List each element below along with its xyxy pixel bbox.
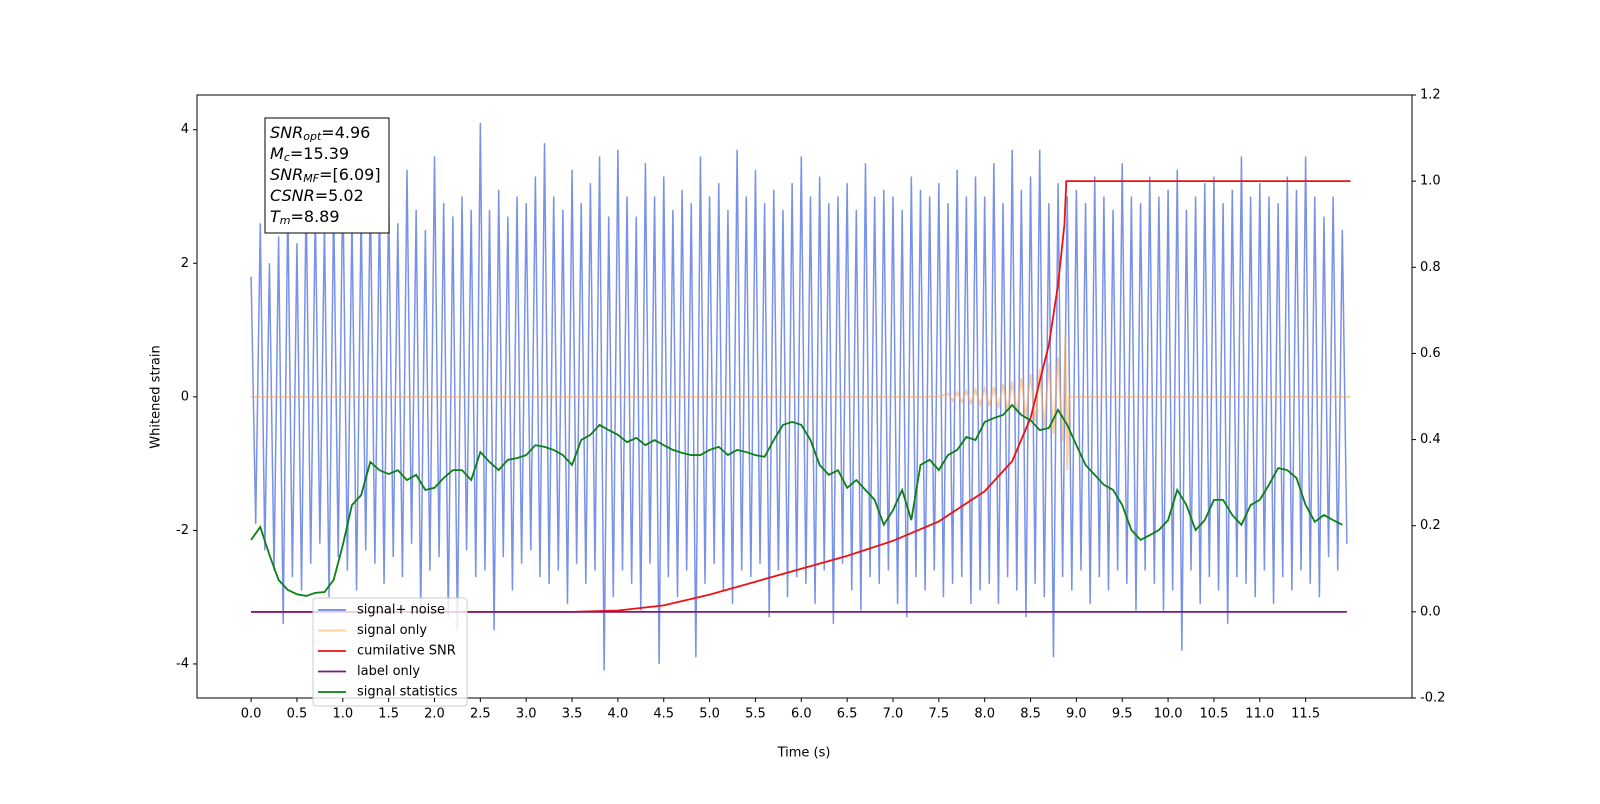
x-tick-label: 0.5 xyxy=(287,707,308,722)
annotation-value: =5.02 xyxy=(315,186,364,205)
x-tick-label: 8.5 xyxy=(1020,707,1041,722)
x-tick-label: 3.0 xyxy=(516,707,537,722)
x-tick-label: 1.0 xyxy=(332,707,353,722)
annotation-subscript: MF xyxy=(303,172,319,185)
x-tick-label: 10.5 xyxy=(1199,707,1228,722)
x-tick-label: 9.5 xyxy=(1112,707,1133,722)
y2-tick-label: 0.4 xyxy=(1420,432,1441,447)
y-tick-label: -2 xyxy=(176,523,189,538)
annotation-symbol: M xyxy=(270,144,284,163)
legend-label: signal only xyxy=(357,623,427,638)
x-tick-label: 10.0 xyxy=(1154,707,1183,722)
x-tick-label: 6.5 xyxy=(837,707,858,722)
annotation-value: =8.89 xyxy=(291,207,340,226)
x-tick-label: 6.0 xyxy=(791,707,812,722)
y2-tick-label: -0.2 xyxy=(1420,691,1445,706)
x-tick-label: 11.5 xyxy=(1291,707,1320,722)
x-tick-label: 4.5 xyxy=(653,707,674,722)
y2-tick-label: 0.0 xyxy=(1420,604,1441,619)
x-tick-label: 1.5 xyxy=(378,707,399,722)
y2-tick-label: 1.0 xyxy=(1420,174,1441,189)
y-tick-label: -4 xyxy=(176,656,189,671)
y2-tick-label: 0.8 xyxy=(1420,260,1441,275)
y-tick-label: 2 xyxy=(181,256,189,271)
annotation-symbol: T xyxy=(270,207,281,226)
x-tick-label: 8.0 xyxy=(974,707,995,722)
annotation-line: SNRMF=[6.09] xyxy=(270,165,381,186)
legend: signal+ noise signal only cumilative SNR la… xyxy=(312,597,468,707)
series-line xyxy=(251,180,1351,613)
annotation-subscript: m xyxy=(280,214,291,227)
annotation-value: =[6.09] xyxy=(319,165,381,184)
x-tick-label: 5.5 xyxy=(745,707,766,722)
x-tick-label: 0.0 xyxy=(241,707,262,722)
x-tick-label: 4.0 xyxy=(608,707,629,722)
annotation-subscript: c xyxy=(284,151,290,164)
annotation-symbol: CSNR xyxy=(270,186,315,205)
y-tick-label: 0 xyxy=(181,389,189,404)
annotation-subscript: opt xyxy=(303,130,322,143)
annotation-box xyxy=(264,117,390,234)
legend-label: signal statistics xyxy=(357,685,458,700)
annotation-line: SNRopt=4.96 xyxy=(270,123,370,144)
x-tick-label: 5.0 xyxy=(699,707,720,722)
annotation-value: =15.39 xyxy=(290,144,349,163)
y-axis-label: Whitened strain xyxy=(149,345,164,448)
legend-label: label only xyxy=(357,664,420,679)
annotation-value: =4.96 xyxy=(321,123,370,142)
series-line xyxy=(250,123,1348,671)
series-line xyxy=(251,336,1351,471)
x-tick-label: 3.5 xyxy=(562,707,583,722)
y2-tick-label: 0.2 xyxy=(1420,518,1441,533)
legend-label: cumilative SNR xyxy=(357,644,456,659)
annotation: SNRopt=4.96Mc=15.39SNRMF=[6.09]CSNR=5.02… xyxy=(264,117,390,234)
x-tick-label: 2.5 xyxy=(470,707,491,722)
annotation-symbol: SNR xyxy=(270,123,303,142)
annotation-line: CSNR=5.02 xyxy=(270,186,364,205)
x-axis-label: Time (s) xyxy=(777,746,831,761)
x-tick-label: 2.0 xyxy=(424,707,445,722)
legend-label: signal+ noise xyxy=(357,603,445,618)
x-tick-label: 11.0 xyxy=(1245,707,1274,722)
y2-tick-label: 0.6 xyxy=(1420,346,1441,361)
x-tick-label: 7.0 xyxy=(883,707,904,722)
y-tick-label: 4 xyxy=(181,122,189,137)
annotation-line: Mc=15.39 xyxy=(270,144,349,165)
annotation-symbol: SNR xyxy=(270,165,303,184)
x-tick-label: 7.5 xyxy=(928,707,949,722)
legend-box xyxy=(312,597,468,707)
y2-tick-label: 1.2 xyxy=(1420,88,1441,103)
annotation-line: Tm=8.89 xyxy=(270,207,340,228)
series-line xyxy=(250,403,1343,597)
x-tick-label: 9.0 xyxy=(1066,707,1087,722)
